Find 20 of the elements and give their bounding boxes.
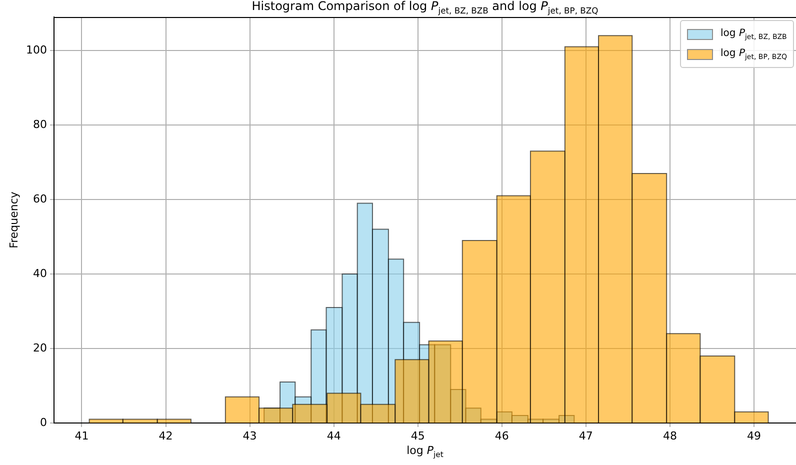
chart-title: Histogram Comparison of log P$_{jet, BZ, BZB}$ and log P$_{jet, BP, BZQ}$ [252,0,598,18]
legend-label: log P$_{jet, BZ, BZB}$ [720,28,787,40]
x-tick-label: 41 [74,429,89,442]
x-tick-label: 47 [578,429,593,442]
y-tick-label: 100 [26,43,47,56]
x-axis-title: log P$_{jet}$ [406,444,444,460]
x-tick-label: 48 [662,429,677,442]
x-tick-label: 49 [746,429,761,442]
y-tick-label: 60 [33,192,47,206]
x-tick-label: 42 [158,429,173,442]
legend-label: log P$_{jet, BP, BZQ}$ [720,48,787,60]
x-tick-label: 43 [242,429,257,442]
x-tick-label: 46 [494,429,509,442]
x-tick-label: 44 [326,429,341,442]
y-tick-label: 0 [40,416,47,429]
y-tick-label: 80 [33,118,47,131]
y-axis-title: Frequency [8,192,20,248]
y-tick-label: 40 [33,266,47,280]
y-tick-label: 20 [33,341,47,354]
x-tick-label: 45 [410,429,425,442]
